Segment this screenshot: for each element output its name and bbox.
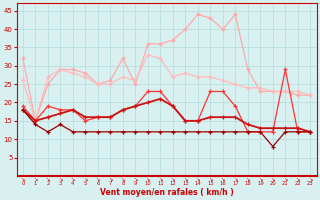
X-axis label: Vent moyen/en rafales ( km/h ): Vent moyen/en rafales ( km/h )	[100, 188, 234, 197]
